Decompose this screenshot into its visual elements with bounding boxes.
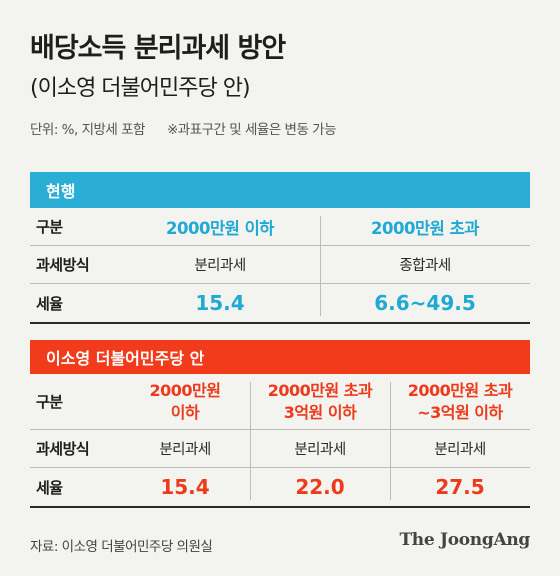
proposal-table: 구분 2000만원 이하 2000만원 초과 3억원 이하 2000만원 초과 … — [30, 374, 530, 508]
proposal-col1-header-line2: 이하 — [170, 402, 200, 422]
proposal-section-header: 이소영 더불어민주당 안 — [30, 340, 530, 374]
proposal-col1-rate: 15.4 — [160, 475, 210, 499]
current-col2-rate: 6.6~49.5 — [374, 291, 476, 315]
proposal-col3-method: 분리과세 — [434, 442, 486, 458]
proposal-col2-header: 2000만원 초과 3억원 이하 — [250, 374, 390, 429]
proposal-col1-header-line1: 2000만원 — [149, 380, 221, 400]
proposal-col1-header: 2000만원 이하 — [120, 374, 250, 429]
page-subtitle: (이소영 더불어민주당 안) — [30, 76, 251, 101]
proposal-method-row: 과세방식 분리과세 분리과세 분리과세 — [30, 430, 530, 468]
current-category-row: 구분 2000만원 이하 2000만원 초과 — [30, 208, 530, 246]
proposal-method-label: 과세방식 — [36, 440, 90, 458]
current-method-label: 과세방식 — [36, 256, 90, 274]
current-col1-rate: 15.4 — [195, 291, 245, 315]
proposal-column-divider-1 — [250, 382, 251, 500]
current-method-row: 과세방식 분리과세 종합과세 — [30, 246, 530, 284]
proposal-col1-method: 분리과세 — [159, 442, 211, 458]
current-category-label: 구분 — [36, 218, 63, 236]
proposal-col2-header-line1: 2000만원 초과 — [267, 380, 373, 400]
current-col2-method: 종합과세 — [399, 258, 451, 274]
range-note: ※과표구간 및 세율은 변동 가능 — [166, 122, 337, 138]
proposal-col3-rate: 27.5 — [435, 475, 485, 499]
proposal-category-label: 구분 — [36, 393, 63, 411]
proposal-column-divider-2 — [390, 382, 391, 500]
unit-note: 단위: %, 지방세 포함 ※과표구간 및 세율은 변동 가능 — [30, 118, 337, 138]
publisher-logo: The JoongAng — [399, 530, 530, 550]
current-col2-header: 2000만원 초과 — [371, 218, 479, 238]
proposal-col2-header-line2: 3억원 이하 — [283, 402, 357, 422]
current-rate-row: 세율 15.4 6.6~49.5 — [30, 284, 530, 324]
page-title: 배당소득 분리과세 방안 — [30, 33, 286, 64]
proposal-col2-rate: 22.0 — [295, 475, 345, 499]
proposal-rate-row: 세율 15.4 22.0 27.5 — [30, 468, 530, 508]
current-rate-label: 세율 — [36, 294, 63, 313]
current-col1-method: 분리과세 — [194, 258, 246, 274]
current-section-header: 현행 — [30, 172, 530, 208]
proposal-rate-label: 세율 — [36, 478, 63, 497]
current-table: 구분 2000만원 이하 2000만원 초과 과세방식 분리과세 종합과세 세율… — [30, 208, 530, 324]
source-note: 자료: 이소영 더불어민주당 의원실 — [30, 539, 213, 555]
current-column-divider — [320, 216, 321, 316]
unit-label: 단위: %, 지방세 포함 — [30, 122, 145, 138]
proposal-col3-header-line2: ~3억원 이하 — [417, 402, 503, 422]
proposal-category-row: 구분 2000만원 이하 2000만원 초과 3억원 이하 2000만원 초과 … — [30, 374, 530, 430]
current-col1-header: 2000만원 이하 — [166, 218, 274, 238]
proposal-col3-header-line1: 2000만원 초과 — [407, 380, 513, 400]
proposal-col3-header: 2000만원 초과 ~3억원 이하 — [390, 374, 530, 429]
proposal-col2-method: 분리과세 — [294, 442, 346, 458]
